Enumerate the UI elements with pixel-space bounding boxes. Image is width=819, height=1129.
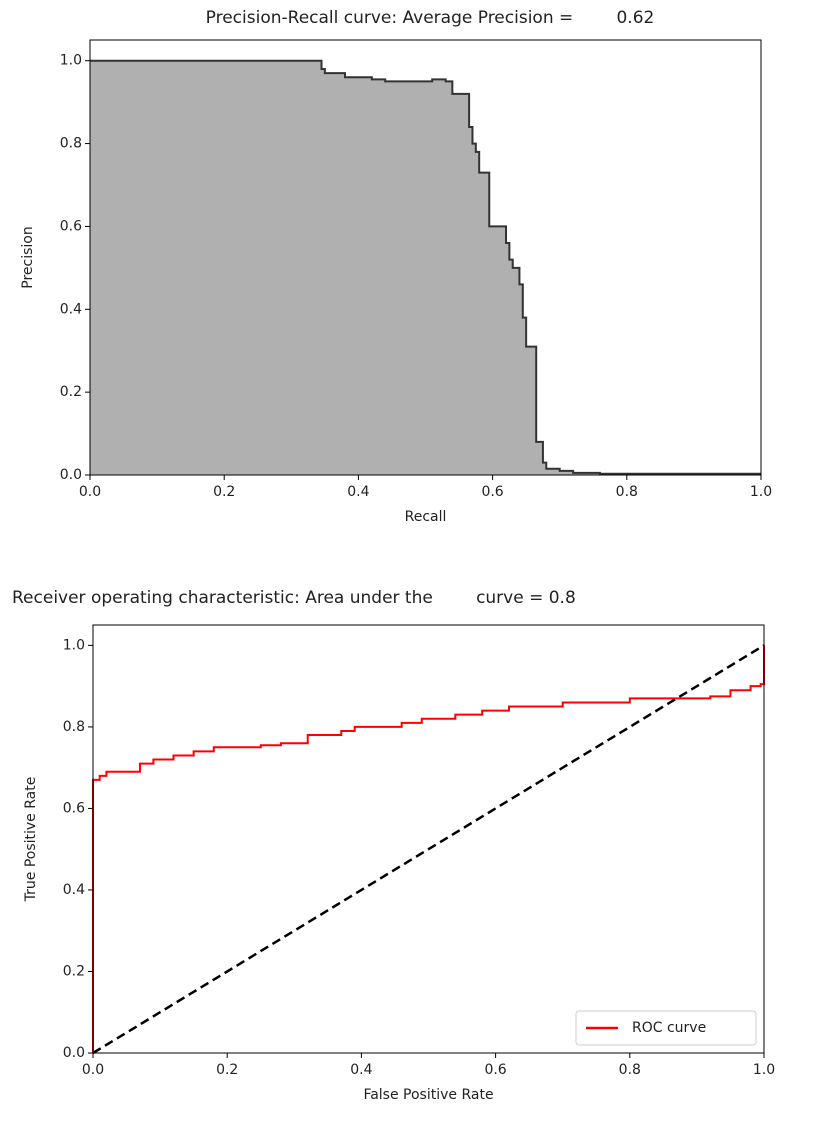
x-axis-label: False Positive Rate — [363, 1087, 493, 1103]
x-axis-label: Recall — [405, 509, 447, 525]
x-tick-label: 0.6 — [484, 1062, 506, 1078]
y-tick-label: 0.6 — [63, 800, 85, 816]
x-tick-label: 1.0 — [753, 1062, 775, 1078]
y-tick-label: 0.0 — [60, 467, 82, 483]
x-tick-label: 0.0 — [82, 1062, 104, 1078]
axes-frame — [89, 39, 762, 476]
axes-frame — [92, 624, 765, 1054]
y-tick-label: 0.0 — [63, 1045, 85, 1061]
x-tick-label: 0.8 — [616, 484, 638, 500]
x-tick-label: 0.2 — [213, 484, 235, 500]
x-tick-label: 0.4 — [350, 1062, 372, 1078]
y-tick-label: 0.2 — [63, 963, 85, 979]
x-tick-label: 0.2 — [216, 1062, 238, 1078]
chart-title: Precision-Recall curve: Average Precisio… — [206, 8, 655, 28]
y-tick-label: 0.8 — [60, 136, 82, 152]
chart-title: Receiver operating characteristic: Area … — [12, 588, 576, 608]
y-tick-label: 0.8 — [63, 719, 85, 735]
roc-line — [92, 645, 765, 1053]
y-axis-label: True Positive Rate — [23, 777, 39, 903]
area-line — [90, 59, 761, 475]
y-tick-label: 1.0 — [63, 637, 85, 653]
y-tick-label: 0.4 — [63, 882, 85, 898]
area-fill — [90, 60, 761, 475]
legend-label: ROC curve — [632, 1020, 706, 1036]
y-tick-label: 1.0 — [60, 53, 82, 69]
reference-line — [92, 644, 765, 1055]
x-tick-label: 0.0 — [79, 484, 101, 500]
x-tick-label: 1.0 — [750, 484, 772, 500]
y-tick-label: 0.2 — [60, 384, 82, 400]
x-tick-label: 0.8 — [619, 1062, 641, 1078]
y-tick-label: 0.4 — [60, 301, 82, 317]
legend-box — [575, 1010, 757, 1046]
x-tick-label: 0.6 — [481, 484, 503, 500]
y-axis-label: Precision — [20, 226, 36, 288]
y-tick-label: 0.6 — [60, 218, 82, 234]
x-tick-label: 0.4 — [347, 484, 369, 500]
